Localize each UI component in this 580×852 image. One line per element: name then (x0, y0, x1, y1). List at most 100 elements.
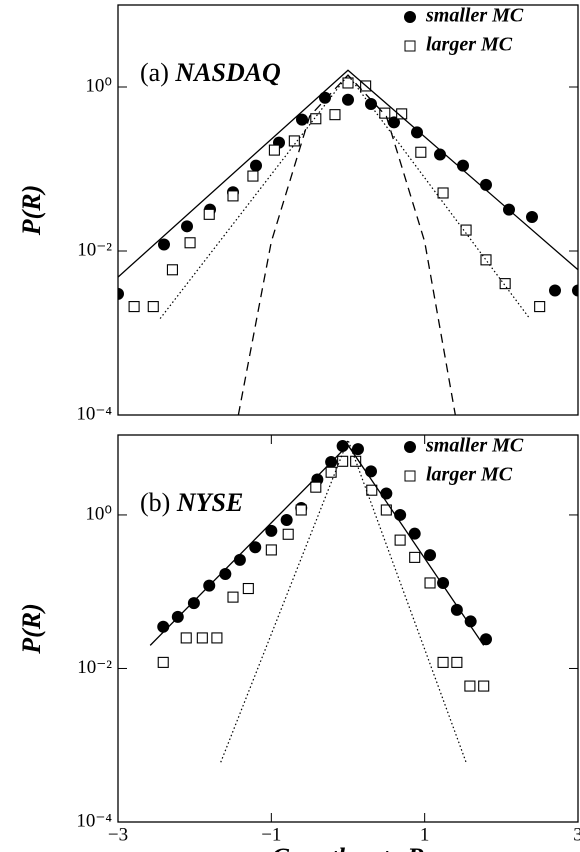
y-tick-label: 10⁻² (77, 239, 112, 260)
legend-marker (404, 470, 416, 482)
point (365, 465, 377, 478)
point (187, 597, 200, 610)
axes-frame (117, 4, 579, 416)
point (549, 284, 561, 297)
point (265, 544, 277, 556)
point (379, 107, 391, 119)
point (394, 534, 406, 546)
point (250, 159, 262, 172)
point (464, 680, 476, 692)
point (181, 220, 193, 233)
point (572, 284, 578, 297)
legend-label: smaller MC (425, 435, 524, 457)
point (408, 527, 421, 540)
point (464, 615, 477, 628)
point (128, 301, 140, 313)
point (380, 487, 393, 500)
point (534, 301, 546, 313)
point (227, 190, 239, 202)
point (288, 135, 300, 147)
y-tick-label: 10⁻⁴ (76, 810, 112, 831)
point (233, 553, 246, 566)
point (219, 568, 232, 581)
point (268, 144, 280, 156)
point (409, 551, 421, 563)
fit-line (220, 438, 467, 763)
point (166, 264, 178, 276)
point (319, 91, 331, 104)
point (242, 582, 254, 595)
fit-line (149, 444, 485, 646)
y-axis-label: P(R) (17, 185, 46, 237)
point (203, 208, 215, 220)
point (351, 443, 364, 456)
point (249, 541, 262, 554)
x-axis-label: Growth rate R (271, 843, 424, 852)
panel-title: (b) NYSE (140, 488, 243, 517)
point (310, 113, 322, 125)
point (480, 633, 492, 646)
point (342, 77, 354, 89)
y-tick-label: 10⁻⁴ (76, 403, 112, 424)
point (450, 603, 463, 616)
fit-line (118, 69, 578, 278)
y-tick-label: 10⁻² (77, 657, 112, 678)
point (424, 577, 436, 589)
point (118, 287, 124, 300)
point (296, 113, 308, 126)
title: NYSE (176, 488, 243, 517)
point (157, 620, 170, 633)
x-tick-label: −3 (108, 824, 128, 845)
y-tick-label: 10⁰ (85, 75, 112, 96)
point (457, 159, 469, 172)
point (415, 146, 427, 158)
point (158, 238, 170, 251)
legend-label: smaller MC (425, 5, 524, 27)
legend-marker (404, 11, 416, 23)
point (460, 224, 472, 236)
point (480, 254, 492, 266)
point (342, 93, 354, 106)
y-axis-label: P(R) (17, 603, 46, 655)
point (499, 278, 511, 290)
x-tick-label: 3 (573, 824, 580, 845)
panel-label: (b) (140, 488, 170, 517)
point (282, 528, 294, 540)
point (310, 481, 322, 493)
panel-title: (a) NASDAQ (140, 58, 281, 87)
point (265, 524, 278, 537)
point (424, 549, 437, 562)
point (295, 504, 307, 516)
point (480, 178, 492, 191)
plot-area (118, 69, 578, 415)
point (157, 656, 169, 668)
plot-area (149, 438, 492, 763)
point (325, 466, 337, 478)
point (411, 126, 423, 139)
fit-line (237, 74, 456, 415)
legend-label: larger MC (426, 464, 513, 486)
point (434, 148, 446, 161)
point (437, 656, 449, 668)
point (184, 237, 196, 249)
fit-line (159, 74, 531, 319)
legend-marker (404, 40, 416, 52)
point (337, 455, 349, 467)
point (211, 632, 223, 644)
point (396, 108, 408, 120)
point (227, 591, 239, 603)
title: NASDAQ (174, 58, 281, 87)
x-tick-label: 1 (420, 824, 430, 845)
point (329, 109, 341, 121)
point (180, 632, 192, 644)
point (196, 632, 208, 644)
point (437, 187, 449, 199)
point (526, 210, 538, 223)
legend-marker (404, 441, 416, 453)
point (247, 170, 259, 182)
point (451, 656, 463, 668)
point (336, 440, 349, 453)
axes-frame (117, 434, 579, 823)
y-tick-label: 10⁰ (85, 503, 112, 524)
